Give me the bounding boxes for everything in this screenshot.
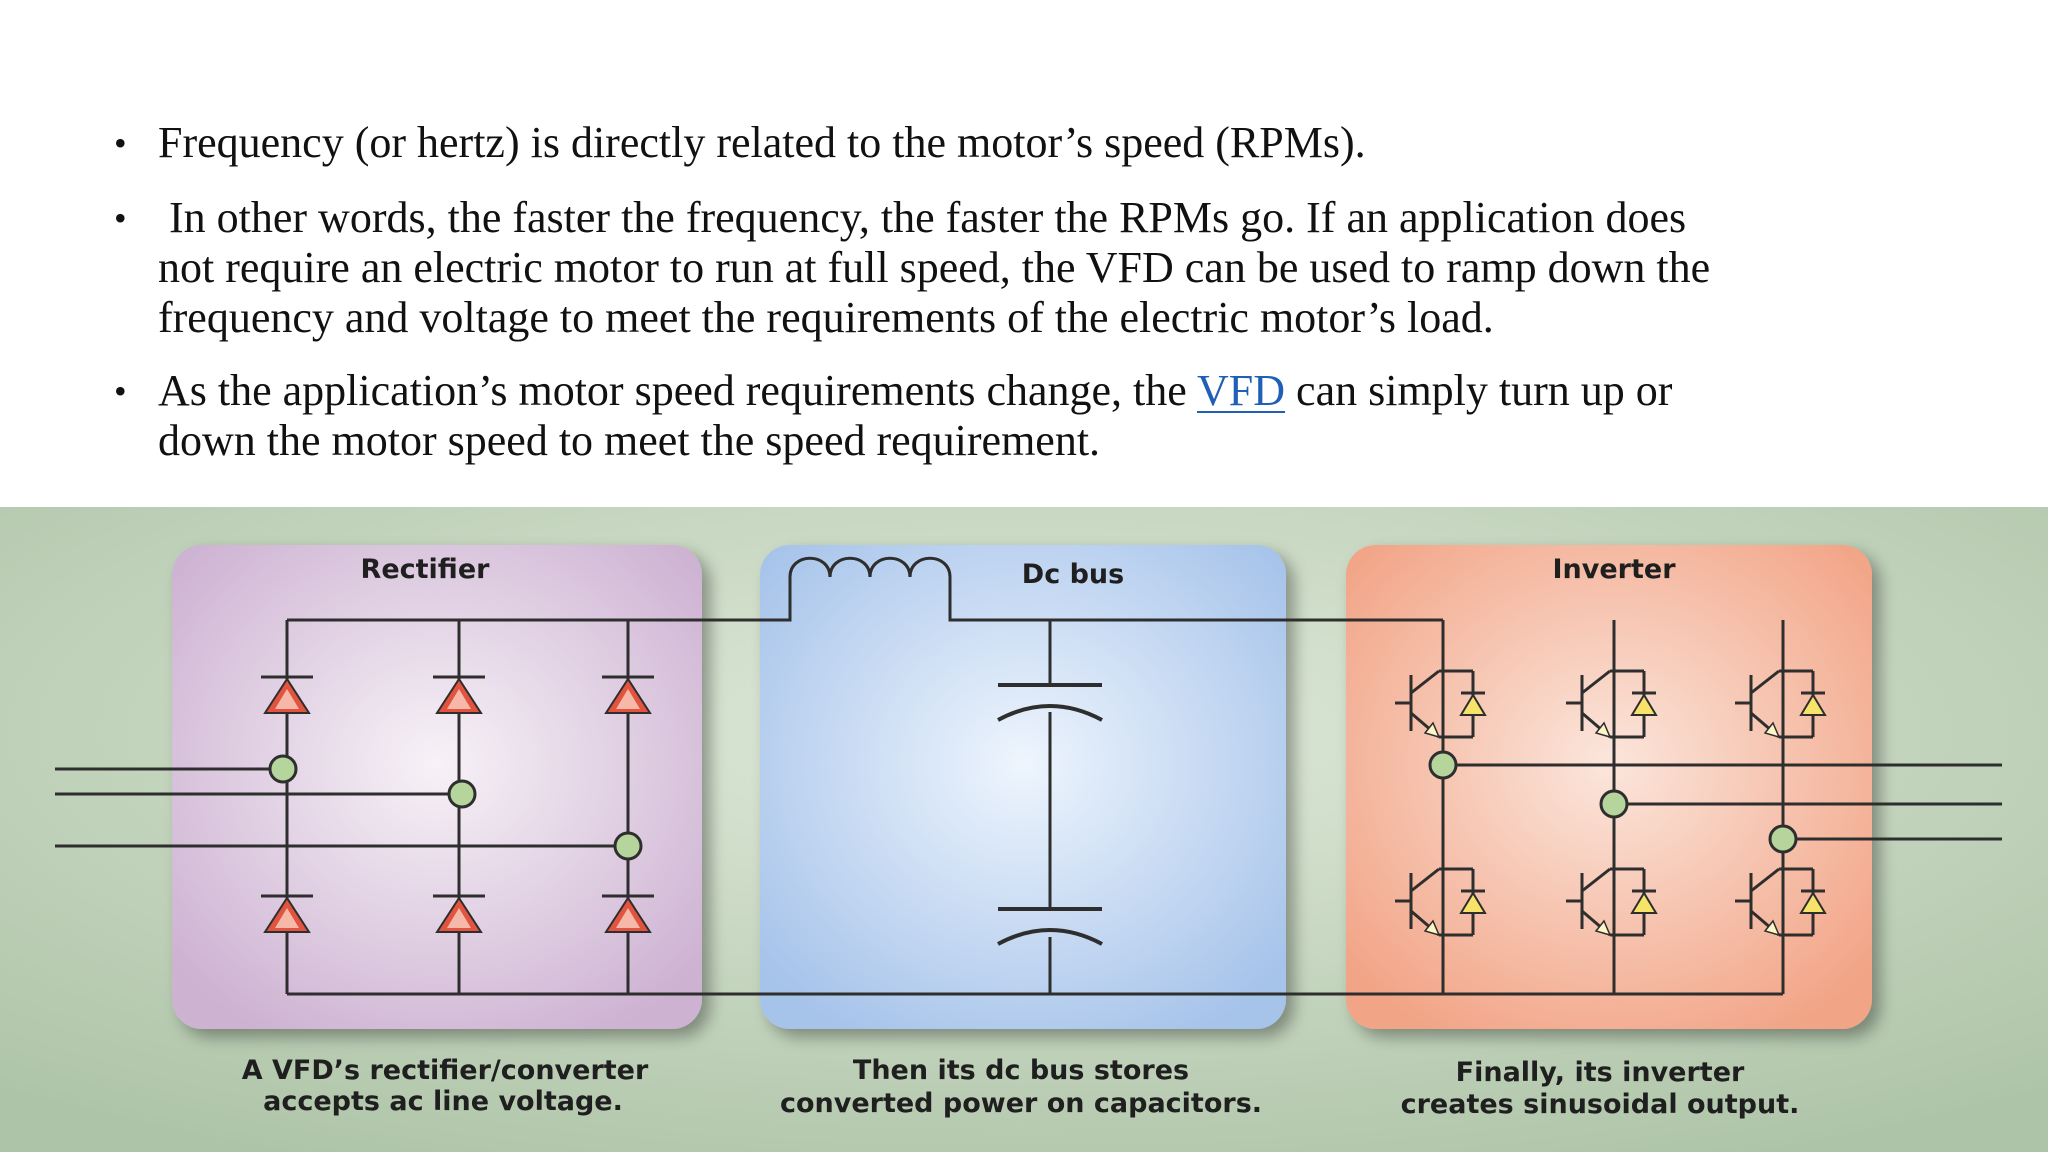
bullet-2-line-2: not require an electric motor to run at …	[158, 243, 1711, 292]
vfd-circuit-diagram: Rectifier Dc bus Inverter	[0, 507, 2048, 1152]
output-junction-icon	[1428, 750, 1458, 780]
capacitor-bottom	[997, 907, 1103, 946]
inverter-wiring	[1441, 620, 2002, 994]
dc-bus-wiring	[287, 556, 1783, 996]
slide-text-area: • Frequency (or hertz) is directly relat…	[0, 0, 2048, 500]
bullet-dot: •	[114, 371, 127, 411]
ac-junction-icon	[447, 779, 477, 809]
bullet-item: • Frequency (or hertz) is directly relat…	[114, 118, 1858, 168]
inverter-title: Inverter	[1552, 554, 1676, 585]
capacitor-top	[997, 683, 1103, 722]
rectifier-caption-line-2: accepts ac line voltage.	[263, 1086, 623, 1117]
bullet-3-line-2: down the motor speed to meet the speed r…	[158, 416, 1101, 465]
bullet-dot: •	[114, 198, 127, 238]
output-junction-icon	[1599, 789, 1629, 819]
dc-bus-caption-line-2: converted power on capacitors.	[780, 1088, 1262, 1119]
dc-bus-title: Dc bus	[1022, 559, 1124, 590]
rectifier-panel	[172, 545, 702, 1029]
inverter-panel	[1346, 545, 1872, 1029]
bullet-2-line-3: frequency and voltage to meet the requir…	[158, 293, 1494, 342]
bullet-3-text-after: can simply turn up or	[1285, 366, 1673, 415]
bullet-item: • As the application’s motor speed requi…	[114, 366, 1858, 466]
bullet-3-line-1: As the application’s motor speed require…	[158, 366, 1858, 416]
bullet-1-line-1: Frequency (or hertz) is directly related…	[158, 118, 1366, 167]
bullet-3-text-before: As the application’s motor speed require…	[158, 366, 1198, 415]
dc-bus-caption-line-1: Then its dc bus stores	[853, 1055, 1189, 1086]
inverter-caption-line-1: Finally, its inverter	[1456, 1057, 1745, 1088]
bullet-item: • In other words, the faster the frequen…	[114, 193, 1858, 343]
output-junction-icon	[1768, 824, 1798, 854]
rectifier-caption-line-1: A VFD’s rectifier/converter	[242, 1055, 649, 1086]
ac-junction-icon	[613, 831, 643, 861]
bullet-dot: •	[114, 123, 127, 163]
dc-bus-panel	[760, 545, 1286, 1029]
inverter-caption-line-2: creates sinusoidal output.	[1401, 1089, 1800, 1120]
rectifier-title: Rectifier	[361, 554, 491, 585]
bullet-2-line-1: In other words, the faster the frequency…	[158, 193, 1687, 242]
ac-junction-icon	[268, 754, 298, 784]
vfd-link[interactable]: VFD	[1197, 366, 1286, 415]
